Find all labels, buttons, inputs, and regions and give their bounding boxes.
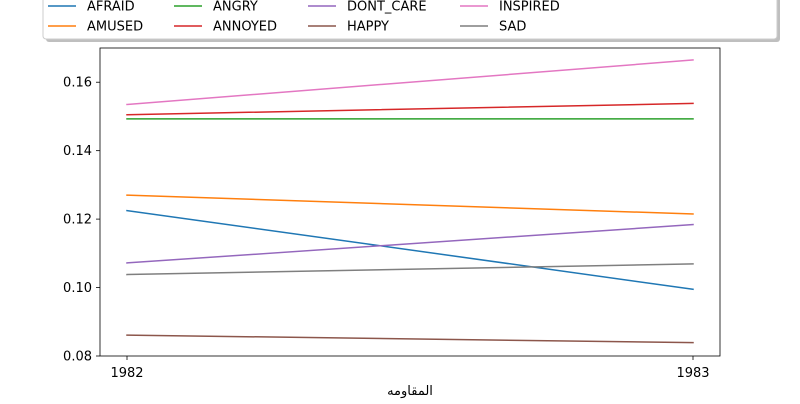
- legend-label: ANNOYED: [213, 20, 277, 35]
- y-tick-label: 0.16: [63, 76, 92, 91]
- legend-label: AMUSED: [87, 20, 143, 35]
- legend: AFRAID AMUSED ANGRY ANNOYED DONT_CARE HAPPY IN…: [42, 0, 780, 42]
- legend-box: [42, 0, 778, 40]
- legend-label: INSPIRED: [499, 0, 560, 15]
- x-tick-label: 1982: [110, 366, 143, 381]
- legend-label: HAPPY: [347, 20, 389, 35]
- series-line-amused: [126, 194, 694, 215]
- series-line-afraid: [126, 209, 694, 291]
- series-line-annoyed: [126, 102, 694, 116]
- legend-label: SAD: [499, 20, 526, 35]
- plot-area: [126, 59, 694, 344]
- y-tick-label: 0.14: [63, 144, 92, 159]
- x-tick-label: 1983: [676, 366, 709, 381]
- legend-label: DONT_CARE: [347, 0, 427, 15]
- y-tick-label: 0.10: [63, 281, 92, 296]
- series-line-sad: [126, 263, 694, 276]
- y-tick-label: 0.12: [63, 213, 92, 228]
- series-line-inspired: [126, 59, 694, 106]
- series-line-dont-care: [126, 223, 694, 264]
- legend-label: ANGRY: [213, 0, 258, 15]
- y-tick-label: 0.08: [63, 350, 92, 365]
- x-axis-label: المقاومه: [387, 384, 433, 399]
- plot-frame: [99, 47, 721, 357]
- legend-label: AFRAID: [87, 0, 135, 15]
- series-line-happy: [126, 334, 694, 344]
- axes: 1982 1983 0.08 0.10 0.12 0.14 0.16 المقاومه: [63, 47, 721, 399]
